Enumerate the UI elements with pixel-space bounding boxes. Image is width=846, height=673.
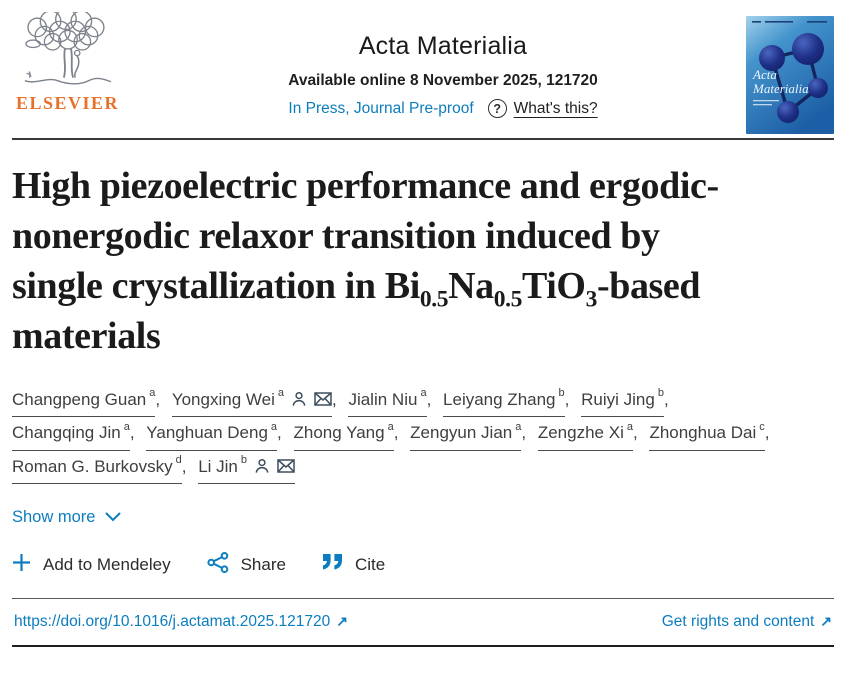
svg-text:Materialia: Materialia xyxy=(752,81,809,96)
whats-this-label[interactable]: What's this? xyxy=(513,99,598,117)
header-divider xyxy=(12,138,834,140)
cite-quote-icon[interactable] xyxy=(322,553,343,576)
authors-line-3: Roman G. Burkovsky d, Li Jin b xyxy=(12,451,834,484)
author-list: Changpeng Guan a, Yongxing Wei a, Jialin N… xyxy=(12,384,834,484)
author-name[interactable]: Jialin Niu xyxy=(348,389,418,409)
doi-link-text[interactable]: https://doi.org/10.1016/j.actamat.2025.1… xyxy=(14,612,331,630)
authors-line-1: Changpeng Guan a, Yongxing Wei a, Jialin N… xyxy=(12,384,834,418)
authors-line-2: Changqing Jin a, Yanghuan Deng a, Zhong Ya… xyxy=(12,417,834,451)
availability-text: Available online 8 November 2025, 121720 xyxy=(288,72,598,89)
rights-link-text[interactable]: Get rights and content xyxy=(661,612,815,630)
person-icon[interactable] xyxy=(254,458,270,474)
page-header: ELSEVIER Acta Materialia Available onlin… xyxy=(12,0,834,136)
author-affiliation-sup: a xyxy=(387,420,394,433)
author[interactable]: Zengzhe Xi a xyxy=(537,417,633,451)
status-row: In Press, Journal Pre-proof ? What's thi… xyxy=(162,99,724,118)
add-to-mendeley-label[interactable]: Add to Mendeley xyxy=(43,554,171,574)
author[interactable]: Li Jin b xyxy=(198,451,296,484)
author[interactable]: Ruiyi Jing b xyxy=(581,384,664,418)
share-button[interactable]: Share xyxy=(206,551,286,578)
author[interactable]: Changqing Jin a xyxy=(12,417,130,451)
author-affiliation-sup: b xyxy=(558,387,565,400)
elsevier-logo[interactable]: ELSEVIER xyxy=(12,12,162,114)
rights-and-content-link[interactable]: Get rights and content ↗ xyxy=(662,613,832,631)
show-more-label[interactable]: Show more xyxy=(12,507,96,526)
article-title: High piezoelectric performance and ergod… xyxy=(12,161,834,362)
cite-button[interactable]: Cite xyxy=(322,553,385,576)
title-line-1: High piezoelectric performance and ergod… xyxy=(12,165,719,207)
author-name[interactable]: Ruiyi Jing xyxy=(581,389,655,409)
person-icon[interactable] xyxy=(291,391,307,407)
author-name[interactable]: Changqing Jin xyxy=(12,423,121,443)
author-name[interactable]: Leiyang Zhang xyxy=(443,389,556,409)
author-affiliation-sup: a xyxy=(123,420,130,433)
in-press-link[interactable]: In Press, Journal Pre-proof xyxy=(288,99,474,117)
journal-header-block: Acta Materialia Available online 8 Novem… xyxy=(162,12,724,118)
author-name[interactable]: Zhonghua Dai xyxy=(649,423,757,443)
author[interactable]: Leiyang Zhang b xyxy=(443,384,565,418)
author-affiliation-sup: c xyxy=(759,420,765,433)
journal-cover-image: Acta Materialia xyxy=(746,16,834,134)
author-name[interactable]: Yanghuan Deng xyxy=(146,423,268,443)
author[interactable]: Zengyun Jian a xyxy=(410,417,522,451)
journal-cover[interactable]: Acta Materialia xyxy=(746,12,834,134)
title-line-2: nonergodic relaxor transition induced by xyxy=(12,215,660,258)
title-line-3: single crystallization in Bi0.5Na0.5TiO3… xyxy=(12,265,701,313)
external-link-icon: ↗ xyxy=(820,613,832,630)
author-name[interactable]: Changpeng Guan xyxy=(12,389,147,409)
author-name[interactable]: Roman G. Burkovsky xyxy=(12,456,173,476)
author-affiliation-sup: a xyxy=(420,387,427,400)
cite-label[interactable]: Cite xyxy=(354,554,386,574)
author-name[interactable]: Zengzhe Xi xyxy=(537,423,624,443)
add-to-mendeley-button[interactable]: Add to Mendeley xyxy=(12,553,171,577)
author-affiliation-sup: b xyxy=(240,454,248,467)
author-name[interactable]: Zengyun Jian xyxy=(410,423,513,443)
question-mark-icon[interactable]: ? xyxy=(487,99,507,118)
author-affiliation-sup: b xyxy=(657,387,664,400)
title-line-4: materials xyxy=(12,315,161,358)
doi-link[interactable]: https://doi.org/10.1016/j.actamat.2025.1… xyxy=(14,613,348,631)
share-icon[interactable] xyxy=(206,551,229,578)
author[interactable]: Jialin Niu a xyxy=(348,384,427,418)
whats-this-button[interactable]: ? What's this? xyxy=(487,99,598,118)
author[interactable]: Zhong Yang a xyxy=(293,417,394,451)
share-label[interactable]: Share xyxy=(240,554,286,574)
author-name[interactable]: Li Jin xyxy=(198,456,238,476)
action-bar: Add to Mendeley Share Cite xyxy=(12,551,834,578)
author[interactable]: Changpeng Guan a xyxy=(12,384,156,418)
author-affiliation-sup: a xyxy=(515,420,522,433)
author-affiliation-sup: a xyxy=(149,387,156,400)
envelope-icon[interactable] xyxy=(314,392,332,407)
author-name[interactable]: Yongxing Wei xyxy=(171,389,275,409)
journal-title[interactable]: Acta Materialia xyxy=(358,32,528,60)
plus-icon[interactable] xyxy=(12,553,31,577)
author-affiliation-sup: a xyxy=(626,420,633,433)
elsevier-wordmark: ELSEVIER xyxy=(16,93,120,113)
author-affiliation-sup: a xyxy=(277,387,284,400)
author-affiliation-sup: d xyxy=(175,454,182,467)
author-affiliation-sup: a xyxy=(270,420,278,433)
envelope-icon[interactable] xyxy=(277,459,295,473)
doi-bar: https://doi.org/10.1016/j.actamat.2025.1… xyxy=(12,597,834,647)
external-link-icon: ↗ xyxy=(336,613,348,630)
author[interactable]: Yongxing Wei a xyxy=(171,384,332,418)
svg-text:Acta: Acta xyxy=(752,67,777,82)
elsevier-tree-icon xyxy=(24,12,112,85)
chevron-down-icon[interactable] xyxy=(105,508,121,527)
author-name[interactable]: Zhong Yang xyxy=(293,423,385,443)
author[interactable]: Zhonghua Dai c xyxy=(649,417,765,451)
author[interactable]: Roman G. Burkovsky d xyxy=(12,451,182,484)
show-more-button[interactable]: Show more xyxy=(12,508,121,527)
author[interactable]: Yanghuan Deng a xyxy=(146,417,278,451)
